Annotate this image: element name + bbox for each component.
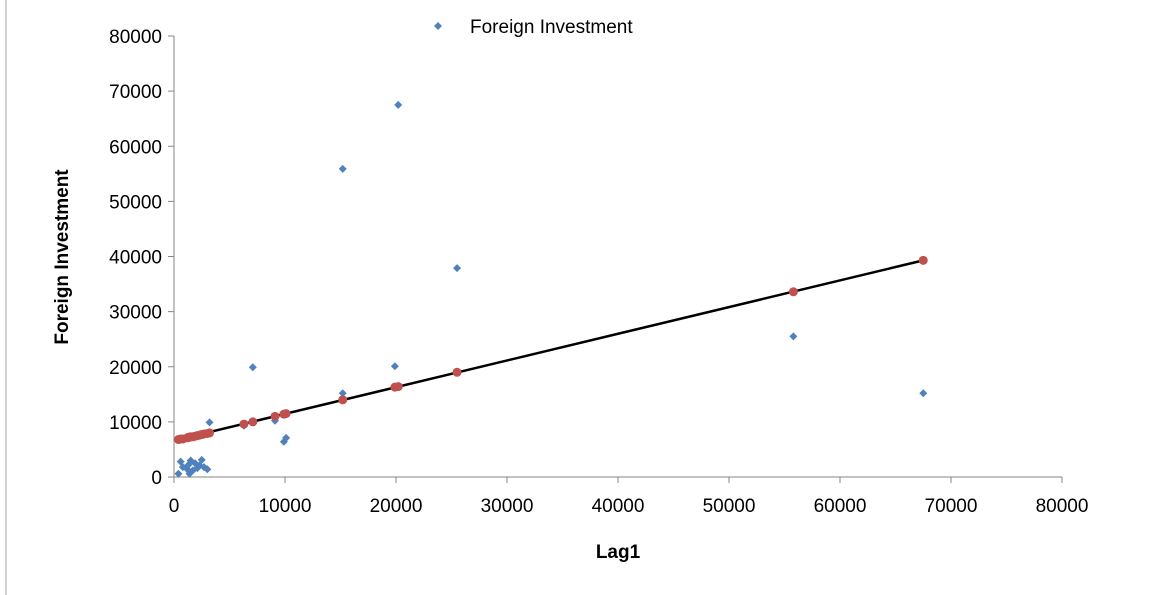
data-point-observed (282, 433, 291, 442)
x-tick-label: 20000 (370, 496, 423, 517)
data-point-predicted (281, 409, 291, 419)
y-tick-label: 60000 (109, 137, 162, 158)
x-tick-label: 60000 (814, 496, 867, 517)
legend-marker-diamond (434, 22, 442, 30)
y-tick-label: 20000 (109, 358, 162, 379)
data-point-predicted (788, 287, 798, 297)
data-point-observed (338, 389, 347, 398)
data-point-observed (174, 469, 183, 478)
data-point-predicted (248, 417, 258, 427)
data-point-predicted (270, 411, 280, 421)
y-tick-labels: 0 10000 20000 30000 40000 50000 60000 70000 8000… (109, 27, 162, 489)
y-tick-label: 30000 (109, 303, 162, 324)
y-tick-label: 0 (151, 468, 162, 489)
data-point-predicted (393, 382, 403, 392)
predicted-series (173, 255, 928, 445)
x-tick-labels: 0 10000 20000 30000 40000 50000 60000 70000 8000… (169, 496, 1089, 517)
data-point-predicted (918, 255, 928, 265)
data-point-observed (394, 100, 403, 109)
y-tick-label: 80000 (109, 27, 162, 48)
data-point-observed (203, 465, 212, 474)
data-point-predicted (205, 428, 215, 438)
axes (168, 35, 1063, 483)
legend-label: Foreign Investment (470, 17, 633, 38)
data-point-observed (453, 264, 462, 273)
data-point-observed (205, 418, 214, 427)
x-tick-label: 10000 (259, 496, 312, 517)
data-point-predicted (338, 395, 348, 405)
data-point-observed (197, 455, 206, 464)
y-tick-label: 50000 (109, 192, 162, 213)
x-tick-label: 30000 (481, 496, 534, 517)
observed-series (174, 100, 928, 478)
y-axis-title: Foreign Investment (52, 169, 73, 345)
legend: Foreign Investment (434, 17, 633, 38)
data-point-observed (248, 363, 257, 372)
data-point-observed (390, 362, 399, 371)
x-axis-title: Lag1 (596, 542, 641, 563)
data-point-predicted (452, 367, 462, 377)
data-point-observed (338, 164, 347, 173)
y-tick-label: 10000 (109, 413, 162, 434)
trendline (178, 259, 924, 441)
data-point-observed (789, 332, 798, 341)
y-tick-label: 70000 (109, 82, 162, 103)
data-point-predicted (239, 419, 249, 429)
x-tick-label: 0 (169, 496, 180, 517)
y-tick-label: 40000 (109, 248, 162, 269)
x-tick-label: 70000 (925, 496, 978, 517)
x-tick-label: 40000 (592, 496, 645, 517)
data-point-observed (919, 389, 928, 398)
x-tick-label: 80000 (1036, 496, 1089, 517)
x-tick-label: 50000 (703, 496, 756, 517)
trendline-group (178, 259, 924, 441)
